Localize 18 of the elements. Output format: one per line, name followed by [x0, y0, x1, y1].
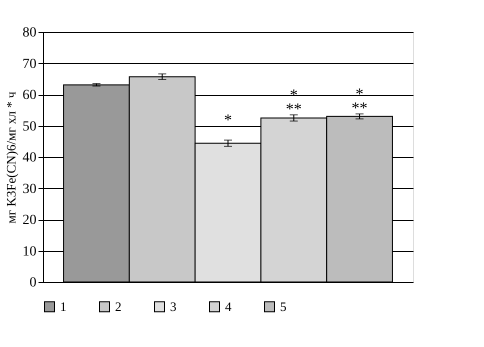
- y-tick-label: 80: [22, 26, 36, 40]
- y-tick-label: 10: [22, 244, 36, 260]
- y-tick-label: 30: [22, 182, 36, 197]
- legend-label: 2: [115, 298, 122, 314]
- y-tick-label: 70: [22, 56, 36, 72]
- data-label: * **: [286, 86, 302, 118]
- legend-label: 5: [280, 298, 286, 314]
- legend-label: 3: [170, 298, 176, 314]
- y-axis-title: мг K3Fe(CN)6/мг хл * ч: [4, 91, 18, 224]
- data-label: *: [224, 112, 232, 130]
- y-tick-label: 60: [22, 88, 36, 103]
- y-tick-label: 40: [22, 150, 36, 166]
- y-tick-label: 0: [30, 276, 36, 290]
- data-label: * **: [352, 86, 368, 117]
- legend-label: 4: [225, 298, 232, 314]
- legend-label: 1: [60, 298, 66, 314]
- y-tick-label: 50: [22, 119, 36, 134]
- y-tick-label: 20: [22, 213, 36, 228]
